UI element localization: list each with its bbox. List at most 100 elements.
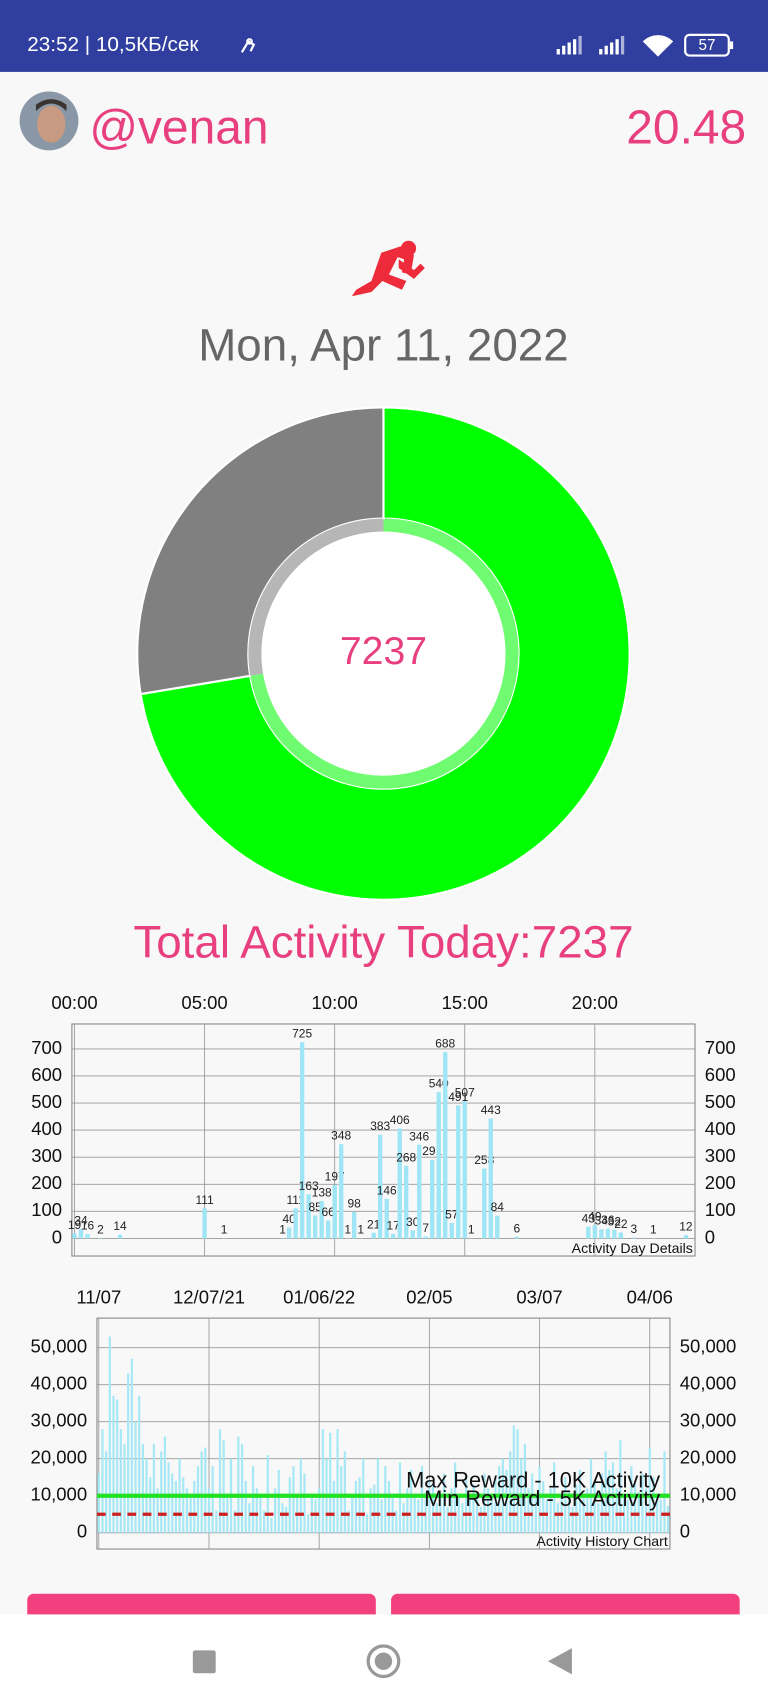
bar — [604, 1451, 607, 1533]
bar — [244, 1480, 247, 1533]
bar — [592, 1225, 598, 1239]
home-button[interactable] — [366, 1644, 401, 1679]
value-label: 32 — [608, 1214, 622, 1228]
bar — [428, 1480, 431, 1533]
bar — [286, 1227, 292, 1239]
bar — [288, 1477, 291, 1533]
value-label: 3 — [631, 1222, 638, 1236]
value-label: 1 — [279, 1223, 286, 1237]
bar — [332, 1480, 335, 1533]
avatar-hair — [35, 99, 67, 112]
y-tick-label: 0 — [52, 1226, 62, 1247]
bar — [505, 1469, 508, 1533]
bar — [312, 1215, 318, 1239]
bar — [683, 1235, 689, 1239]
bar — [112, 1395, 115, 1533]
y2-tick-label: 200 — [705, 1172, 736, 1193]
y-tick-label: 50,000 — [31, 1336, 88, 1357]
bar — [251, 1466, 255, 1533]
bar — [655, 1495, 659, 1533]
bar — [237, 1436, 240, 1533]
bar — [659, 1499, 662, 1533]
bar — [531, 1473, 534, 1533]
donut-inner-ring — [248, 518, 384, 676]
bar — [293, 1208, 298, 1239]
recent-apps-button[interactable] — [192, 1650, 216, 1674]
bar — [182, 1477, 185, 1533]
limit-line-label: Max Reward - 10K Activity — [406, 1467, 660, 1492]
bar — [464, 1477, 468, 1533]
x-tick-label: 02/05 — [406, 1286, 452, 1307]
bar — [211, 1466, 214, 1533]
bar — [160, 1451, 163, 1533]
value-label: 19 — [68, 1218, 82, 1232]
y2-tick-label: 100 — [705, 1199, 736, 1220]
bar — [549, 1488, 552, 1533]
donut-hole — [261, 531, 506, 776]
bar — [556, 1503, 560, 1533]
bar — [273, 1488, 277, 1533]
bar — [292, 1466, 295, 1533]
value-label: 1 — [357, 1223, 364, 1237]
bar — [200, 1451, 203, 1533]
value-label: 22 — [614, 1217, 628, 1231]
bar — [119, 1429, 122, 1533]
value-label: 111 — [195, 1193, 214, 1207]
bar — [108, 1336, 111, 1533]
value-label: 57 — [445, 1208, 459, 1222]
avatar-face — [37, 105, 66, 143]
bar — [101, 1429, 104, 1533]
value-label: 2 — [97, 1222, 104, 1236]
bar — [380, 1499, 383, 1533]
bar — [512, 1425, 515, 1533]
bar — [373, 1484, 376, 1533]
bar — [442, 1473, 446, 1533]
bar — [612, 1229, 617, 1239]
back-button[interactable] — [547, 1648, 572, 1675]
bar — [222, 1440, 225, 1533]
bar — [141, 1443, 144, 1533]
bar — [338, 1144, 344, 1239]
activity-icon — [240, 38, 256, 53]
center-value: 7237 — [340, 630, 427, 673]
bar — [351, 1495, 354, 1533]
bar — [631, 1237, 637, 1239]
value-label: 383 — [370, 1119, 390, 1133]
bar — [417, 1144, 422, 1239]
y-tick-label: 40,000 — [31, 1373, 88, 1394]
runner-icon — [351, 240, 425, 297]
value-label: 146 — [377, 1183, 397, 1197]
y2-tick-label: 400 — [705, 1118, 736, 1139]
bar — [420, 1466, 424, 1533]
bar — [285, 1506, 288, 1533]
value-label: 406 — [390, 1113, 410, 1127]
bar — [336, 1429, 339, 1533]
y-tick-label: 0 — [77, 1521, 87, 1542]
bar — [567, 1492, 571, 1533]
x-tick-label: 12/07/21 — [173, 1286, 245, 1307]
bar — [307, 1514, 310, 1533]
bar — [461, 1503, 464, 1533]
username[interactable]: @venan — [89, 101, 268, 154]
wifi-icon — [642, 35, 674, 57]
value-label: 30 — [406, 1215, 420, 1229]
value-label: 6 — [513, 1221, 520, 1235]
bar — [586, 1488, 589, 1533]
y2-tick-label: 40,000 — [680, 1373, 737, 1394]
bar — [490, 1495, 493, 1533]
bar — [193, 1480, 196, 1533]
bar — [303, 1473, 306, 1533]
x-tick-label: 04/06 — [627, 1286, 673, 1307]
x-tick-label: 00:00 — [51, 992, 97, 1013]
value-label: 43 — [582, 1211, 596, 1225]
y-tick-label: 500 — [31, 1091, 62, 1112]
bar — [509, 1451, 512, 1533]
bar — [204, 1447, 207, 1533]
bar — [329, 1432, 332, 1533]
bar — [527, 1488, 530, 1533]
x-tick-label: 15:00 — [442, 992, 488, 1013]
bar — [406, 1488, 409, 1533]
value-label: 346 — [409, 1129, 429, 1143]
bar — [582, 1495, 585, 1533]
